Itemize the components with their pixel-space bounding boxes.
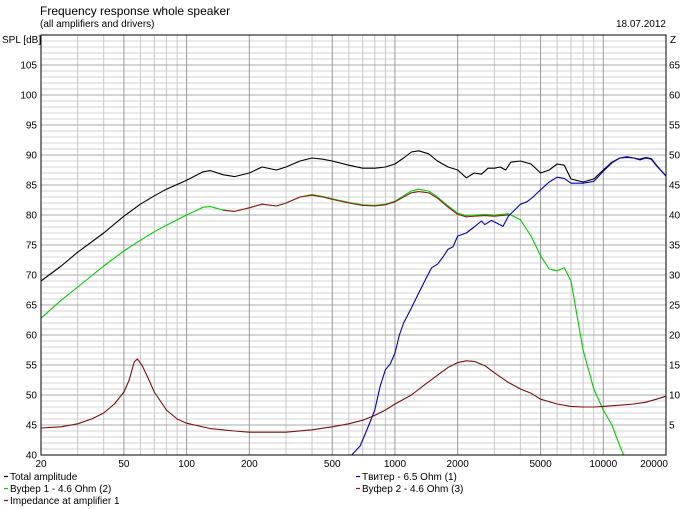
x-tick-label: 20	[35, 459, 47, 470]
y-tick-label-right: 35	[669, 241, 680, 252]
y-tick-label: 90	[26, 151, 38, 162]
y-tick-label: 70	[26, 271, 38, 282]
plot-frame	[40, 34, 667, 456]
y-tick-label-right: 10	[669, 391, 680, 402]
y-tick-label-right: 25	[669, 301, 680, 312]
series-lines	[40, 150, 667, 456]
legend-label: Вуфер 1 - 4.6 Ohm (2)	[10, 483, 111, 495]
y-tick-label: 55	[26, 361, 38, 372]
legend-label: Tвитер - 6.5 Ohm (1)	[362, 472, 457, 483]
y-tick-label: 40	[26, 451, 38, 462]
x-tick-label: 500	[324, 459, 341, 470]
y-tick-labels-right: 5 10 15 20 25 30 35 40 45 50 55 60 65	[669, 61, 680, 432]
legend-label: Impedance at amplifier 1	[10, 496, 120, 507]
y-tick-labels-left: 40 45 50 55 60 65 70 75 80 85 90 95 100 105	[20, 61, 37, 462]
y-tick-label-right: 60	[669, 91, 680, 102]
legend: Total amplitude Tвитер - 6.5 Ohm (1)Вуфер…	[4, 472, 463, 507]
y-tick-label-right: 50	[669, 151, 680, 162]
y-tick-label: 100	[20, 91, 37, 102]
x-tick-label: 1000	[384, 459, 407, 470]
legend-label: Вуфер 2 - 4.6 Ohm (3)	[362, 483, 463, 495]
x-tick-labels: 20 50 100 200 500 1000 2000 5000 10000 20000	[35, 459, 668, 470]
chart-subtitle: (all amplifiers and drivers)	[40, 19, 154, 30]
y-tick-label-right: 45	[669, 181, 680, 192]
y-tick-label-right: 15	[669, 361, 680, 372]
chart-title: Frequency response whole speaker	[40, 4, 230, 18]
series-line-4	[41, 156, 667, 456]
x-tick-label: 5000	[529, 459, 552, 470]
x-tick-label: 100	[178, 459, 195, 470]
x-tick-label: 50	[118, 459, 130, 470]
y-tick-label: 75	[26, 241, 38, 252]
x-tick-label: 2000	[447, 459, 470, 470]
x-tick-label: 20000	[640, 459, 668, 470]
series-line-5	[40, 358, 667, 433]
y-axis-label-right: Z	[670, 35, 676, 46]
y-tick-label-right: 55	[669, 121, 680, 132]
y-tick-label: 60	[26, 331, 38, 342]
y-tick-label: 105	[20, 61, 37, 72]
legend-label: Total amplitude	[10, 472, 78, 483]
x-tick-label: 200	[241, 459, 258, 470]
y-tick-label-right: 30	[669, 271, 680, 282]
y-tick-label-right: 20	[669, 331, 680, 342]
y-tick-label-right: 40	[669, 211, 680, 222]
series-line-2	[40, 188, 625, 456]
series-line-3	[223, 191, 509, 218]
y-tick-label: 95	[26, 121, 38, 132]
y-tick-label: 85	[26, 181, 38, 192]
y-tick-label: 80	[26, 211, 38, 222]
y-tick-label: 50	[26, 391, 38, 402]
y-axis-label-left: SPL [dB]	[2, 35, 41, 46]
y-tick-label-right: 65	[669, 61, 680, 72]
y-tick-label: 65	[26, 301, 38, 312]
series-line-1	[40, 150, 667, 282]
y-tick-label: 45	[26, 421, 38, 432]
x-tick-label: 10000	[589, 459, 617, 470]
chart-date: 18.07.2012	[616, 19, 666, 30]
major-grid	[40, 35, 667, 456]
y-tick-label-right: 5	[669, 421, 675, 432]
